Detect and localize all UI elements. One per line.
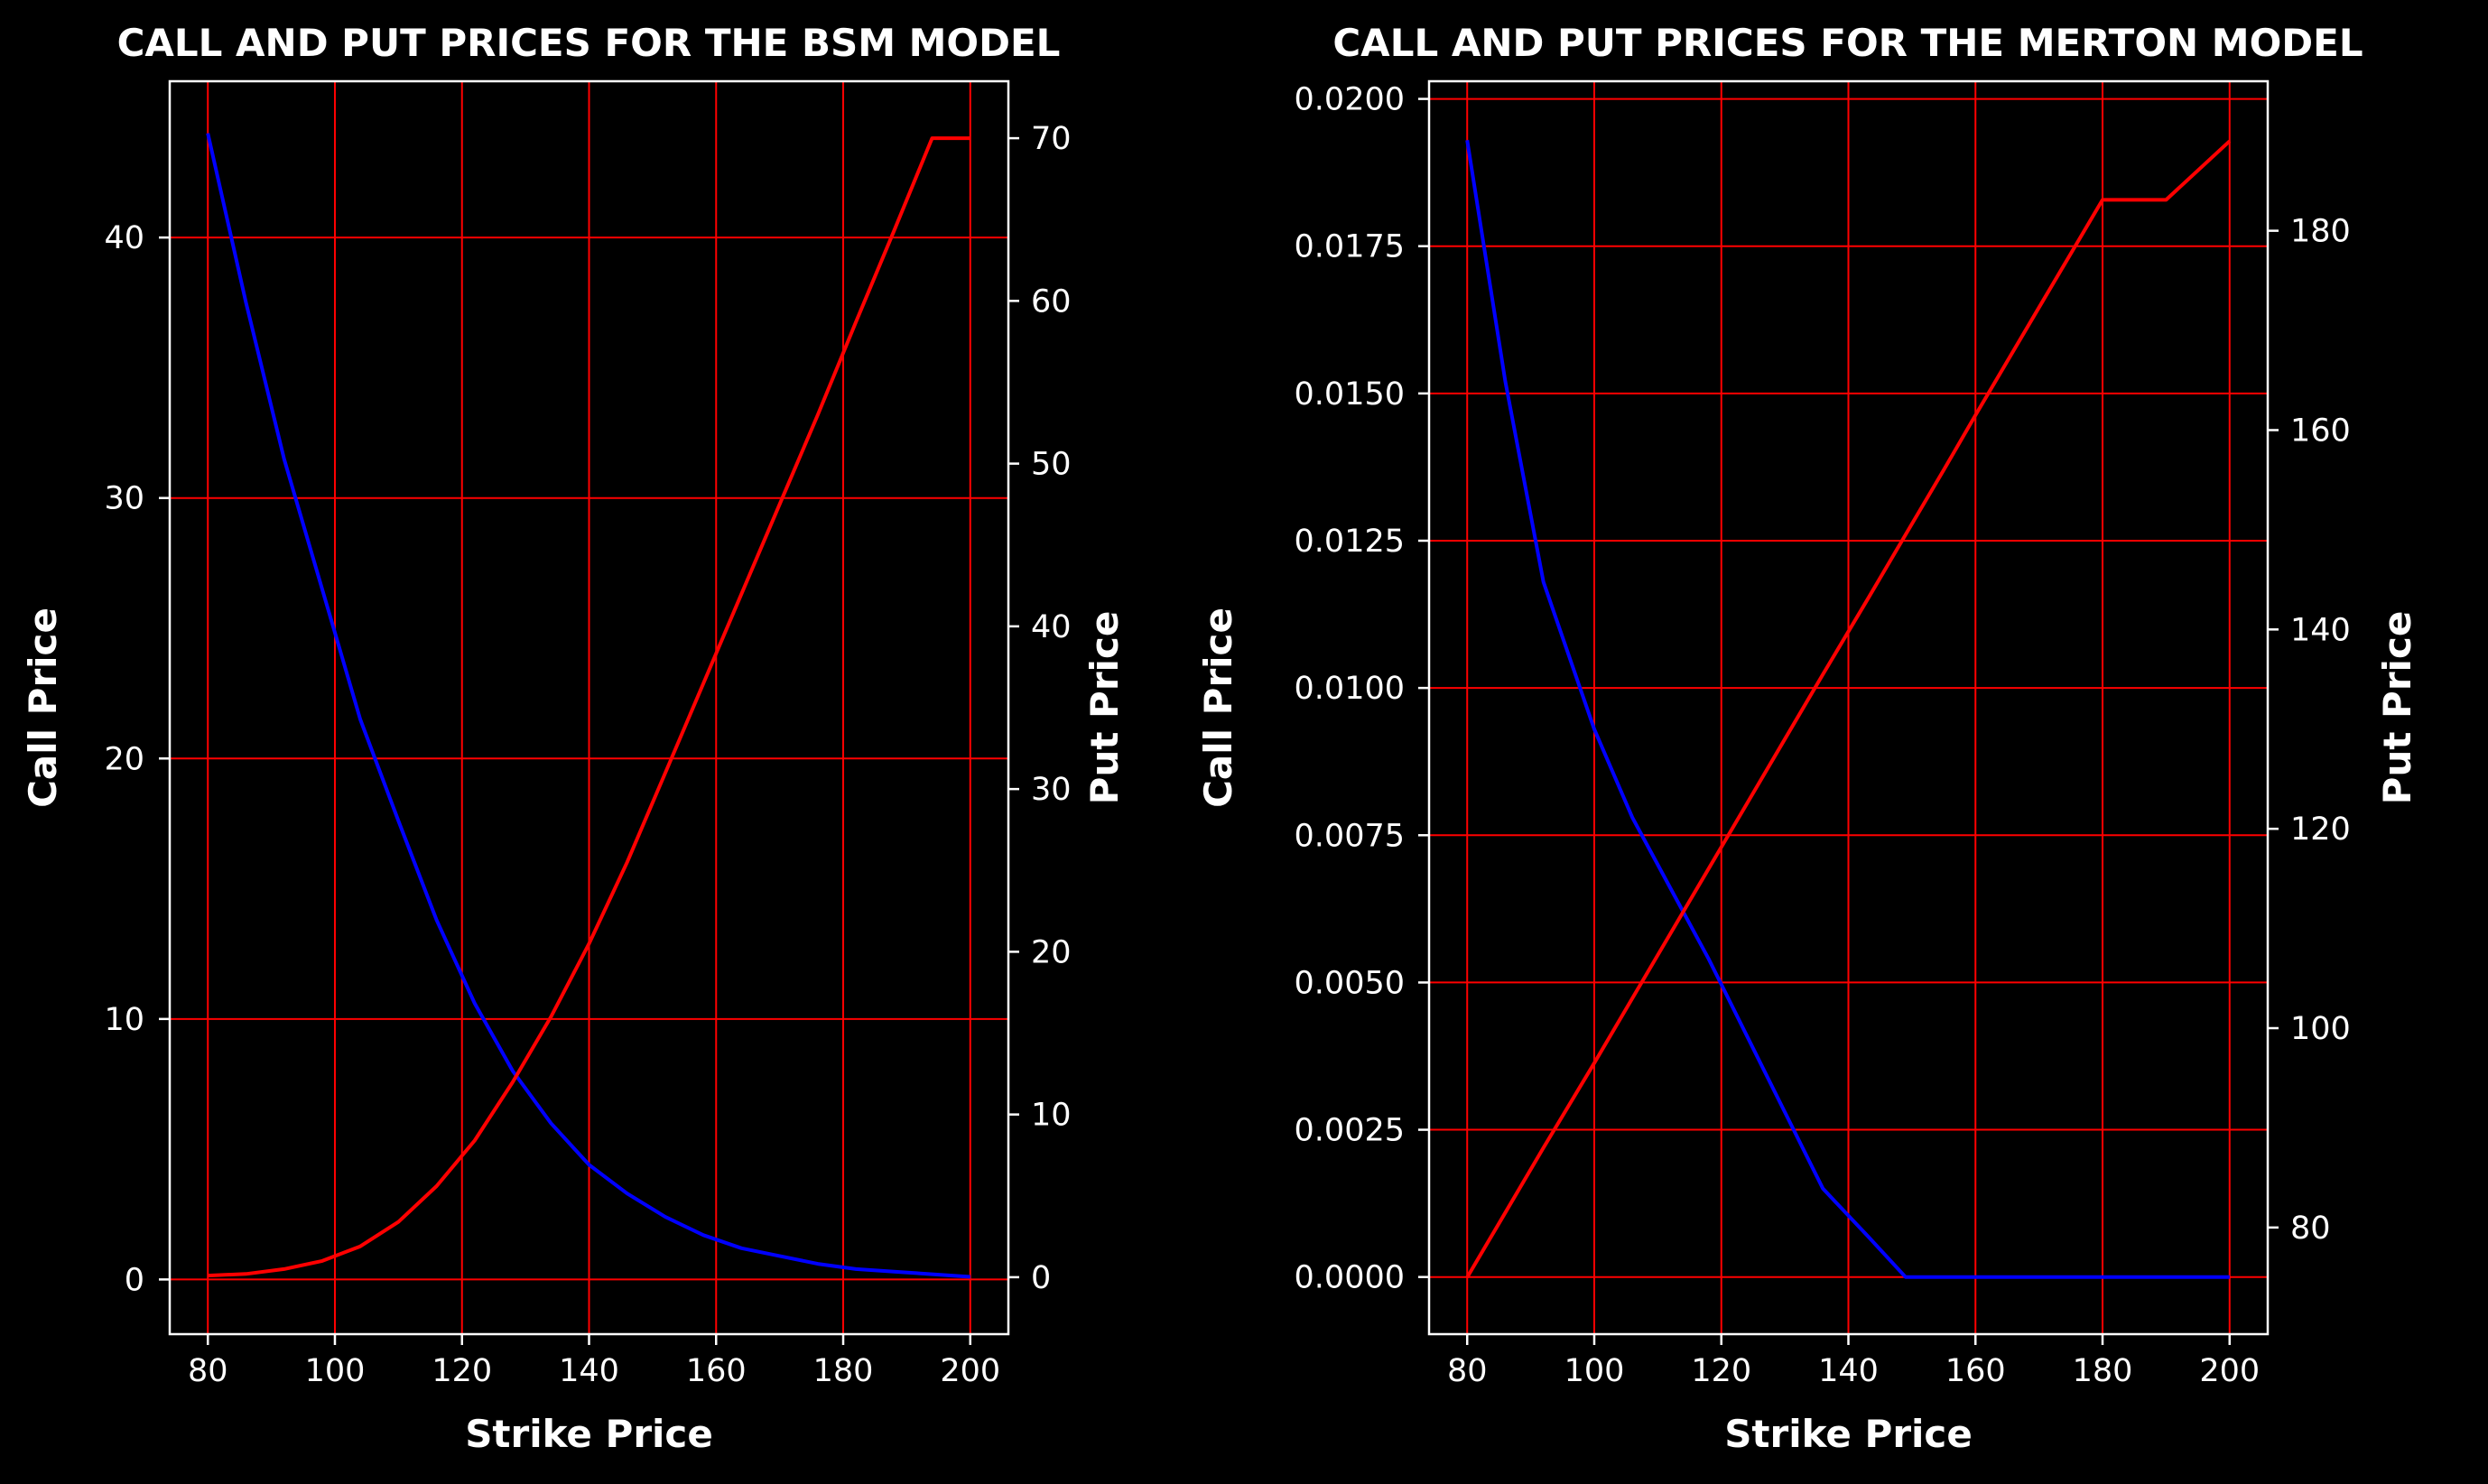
y2-tick-label: 20 [1031, 934, 1072, 970]
y-tick-label: 0.0125 [1295, 524, 1405, 560]
y2-tick-label: 160 [2290, 413, 2351, 449]
x-tick-label: 160 [686, 1353, 747, 1389]
y-tick-label: 0.0200 [1295, 82, 1405, 118]
y-tick-label: 0.0100 [1295, 671, 1405, 707]
bsm-put-price-line [208, 136, 970, 1278]
y2-tick-label: 0 [1031, 1260, 1051, 1296]
y2-tick-label: 60 [1031, 283, 1072, 320]
y2-tick-label: 120 [2290, 812, 2351, 848]
x-tick-label: 140 [559, 1353, 619, 1389]
merton-x-axis-label: Strike Price [1724, 1412, 1973, 1456]
merton-y2-axis-label: Put Price [2375, 611, 2419, 805]
y2-tick-label: 30 [1031, 772, 1072, 808]
y-tick-label: 10 [104, 1002, 144, 1038]
y2-tick-label: 10 [1031, 1098, 1072, 1134]
bsm-y2-axis-label: Put Price [1082, 611, 1127, 805]
x-tick-label: 80 [1447, 1353, 1488, 1389]
y-tick-label: 0.0075 [1295, 818, 1405, 854]
x-tick-label: 160 [1945, 1353, 2006, 1389]
y-tick-label: 30 [104, 481, 144, 517]
y2-tick-label: 140 [2290, 612, 2351, 648]
x-tick-label: 200 [940, 1353, 1000, 1389]
x-tick-label: 100 [1564, 1353, 1625, 1389]
y-tick-label: 0.0050 [1295, 965, 1405, 1001]
bsm-chart-panel: 80 100 120 140 160 180 200 0 10 20 30 40 0 10 20 30 40 50… [21, 21, 1127, 1456]
y2-tick-label: 80 [2290, 1210, 2331, 1247]
x-tick-label: 180 [2073, 1353, 2133, 1389]
x-tick-label: 140 [1818, 1353, 1879, 1389]
merton-chart-title: CALL AND PUT PRICES FOR THE MERTON MODEL [1332, 21, 2363, 65]
x-tick-label: 80 [188, 1353, 228, 1389]
bsm-call-price-line [206, 133, 970, 1279]
x-tick-label: 100 [305, 1353, 366, 1389]
merton-put-price-line [1465, 139, 2232, 1279]
y2-tick-label: 40 [1031, 609, 1072, 645]
merton-chart-panel: 80 100 120 140 160 180 200 0.0000 0.0025 0.0050 0.… [1196, 21, 2419, 1456]
y-tick-label: 0.0150 [1295, 376, 1405, 413]
y2-tick-label: 50 [1031, 447, 1072, 483]
y2-tick-label: 180 [2290, 214, 2351, 250]
bsm-x-axis-label: Strike Price [465, 1412, 713, 1456]
x-tick-label: 120 [432, 1353, 492, 1389]
x-tick-label: 120 [1691, 1353, 1751, 1389]
x-tick-label: 180 [813, 1353, 874, 1389]
bsm-y-axis-label: Call Price [21, 608, 65, 808]
y2-tick-label: 100 [2290, 1011, 2351, 1047]
merton-y-axis-label: Call Price [1196, 608, 1240, 808]
y-tick-label: 0 [125, 1262, 144, 1298]
merton-call-price-line [1465, 139, 2230, 1279]
y-tick-label: 20 [104, 741, 144, 777]
y-tick-label: 40 [104, 220, 144, 256]
y-tick-label: 0.0175 [1295, 229, 1405, 265]
y2-tick-label: 70 [1031, 121, 1072, 157]
x-tick-label: 200 [2199, 1353, 2260, 1389]
bsm-chart-title: CALL AND PUT PRICES FOR THE BSM MODEL [117, 21, 1061, 65]
y-tick-label: 0.0025 [1295, 1113, 1405, 1149]
y-tick-label: 0.0000 [1295, 1260, 1405, 1296]
